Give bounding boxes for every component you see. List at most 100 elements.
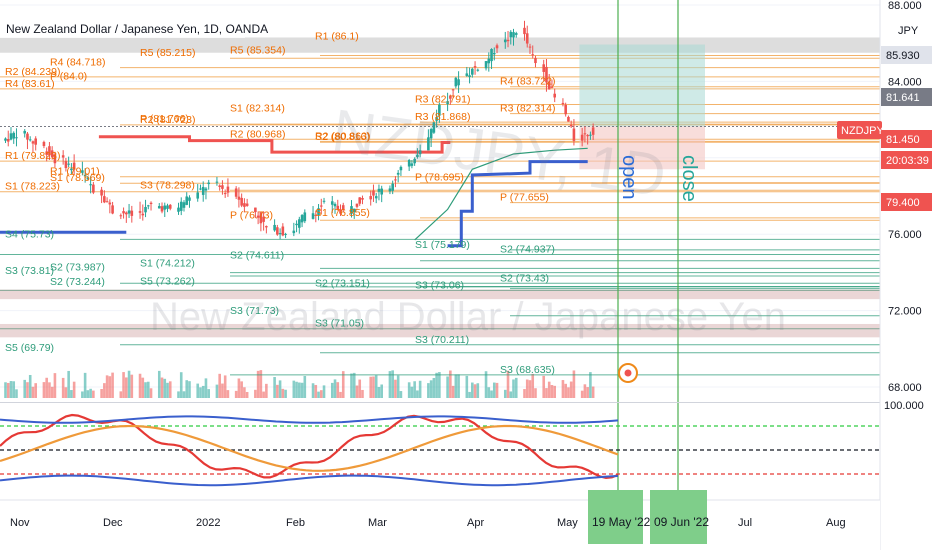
- alert-marker[interactable]: [618, 363, 638, 383]
- candle-body[interactable]: [26, 133, 29, 140]
- candle-body[interactable]: [495, 45, 499, 49]
- candle-body[interactable]: [218, 185, 221, 187]
- candle-body[interactable]: [490, 49, 493, 62]
- candle-body[interactable]: [525, 33, 529, 44]
- candle-body[interactable]: [185, 196, 189, 205]
- candle-body[interactable]: [226, 186, 230, 193]
- candle-body[interactable]: [473, 66, 477, 68]
- candle-body[interactable]: [122, 211, 125, 214]
- candles[interactable]: [4, 20, 595, 240]
- candle-body[interactable]: [237, 196, 241, 200]
- candle-body[interactable]: [542, 64, 546, 72]
- candle-body[interactable]: [388, 188, 392, 192]
- candle-body[interactable]: [330, 201, 334, 205]
- candle-body[interactable]: [589, 134, 592, 136]
- candle-body[interactable]: [259, 212, 263, 224]
- candle-body[interactable]: [399, 166, 403, 171]
- candle-body[interactable]: [317, 208, 320, 216]
- candle-body[interactable]: [298, 219, 301, 228]
- candle-body[interactable]: [278, 233, 282, 235]
- candle-body[interactable]: [391, 183, 394, 191]
- candle-body[interactable]: [125, 212, 128, 215]
- candle-body[interactable]: [394, 179, 397, 181]
- candle-body[interactable]: [284, 233, 287, 235]
- candle-body[interactable]: [86, 177, 90, 180]
- time-marker-close[interactable]: 09 Jun '22: [650, 490, 709, 544]
- candle-body[interactable]: [138, 211, 142, 213]
- candle-body[interactable]: [427, 137, 430, 151]
- candle-body[interactable]: [15, 137, 18, 139]
- candle-body[interactable]: [564, 104, 567, 115]
- candle-body[interactable]: [23, 130, 27, 134]
- candle-body[interactable]: [374, 196, 378, 199]
- candle-body[interactable]: [314, 214, 318, 216]
- candle-body[interactable]: [254, 207, 257, 213]
- candle-body[interactable]: [352, 208, 356, 213]
- candle-body[interactable]: [48, 146, 51, 156]
- candle-body[interactable]: [166, 205, 169, 209]
- candle-body[interactable]: [355, 203, 359, 207]
- position-profit-zone[interactable]: [579, 44, 705, 127]
- candle-body[interactable]: [281, 226, 285, 236]
- candle-body[interactable]: [262, 216, 265, 222]
- candle-body[interactable]: [341, 205, 345, 211]
- candle-body[interactable]: [506, 39, 510, 42]
- candle-body[interactable]: [333, 203, 337, 207]
- candle-body[interactable]: [369, 196, 373, 200]
- candle-body[interactable]: [410, 163, 414, 166]
- candle-body[interactable]: [561, 102, 565, 105]
- candle-body[interactable]: [207, 182, 210, 185]
- candle-body[interactable]: [234, 188, 238, 197]
- candle-body[interactable]: [6, 139, 10, 142]
- candle-body[interactable]: [61, 155, 65, 158]
- candle-body[interactable]: [243, 203, 246, 207]
- candle-body[interactable]: [545, 66, 548, 83]
- candle-body[interactable]: [534, 58, 537, 64]
- candle-body[interactable]: [429, 129, 433, 139]
- candle-body[interactable]: [416, 154, 419, 158]
- candle-body[interactable]: [476, 69, 480, 71]
- candle-body[interactable]: [89, 184, 92, 186]
- candle-body[interactable]: [336, 205, 340, 210]
- candle-body[interactable]: [119, 215, 123, 217]
- candle-body[interactable]: [245, 203, 249, 206]
- candle-body[interactable]: [28, 139, 32, 141]
- candle-body[interactable]: [100, 189, 103, 196]
- candle-body[interactable]: [240, 197, 243, 206]
- candle-body[interactable]: [471, 68, 474, 75]
- symbol-tag[interactable]: NZDJPY: [837, 121, 884, 139]
- candle-body[interactable]: [146, 205, 150, 207]
- candle-body[interactable]: [319, 205, 323, 207]
- candle-body[interactable]: [34, 138, 37, 145]
- candle-body[interactable]: [276, 227, 279, 235]
- candle-body[interactable]: [550, 86, 554, 88]
- candle-body[interactable]: [160, 206, 164, 212]
- candle-body[interactable]: [377, 188, 381, 192]
- candle-body[interactable]: [70, 168, 73, 171]
- candle-body[interactable]: [339, 209, 342, 214]
- candle-body[interactable]: [509, 31, 513, 38]
- candle-body[interactable]: [141, 213, 145, 216]
- candle-body[interactable]: [311, 213, 315, 219]
- open-annotation[interactable]: open: [618, 155, 640, 200]
- candle-body[interactable]: [223, 193, 227, 195]
- candle-body[interactable]: [168, 204, 172, 209]
- candle-body[interactable]: [361, 197, 364, 200]
- candle-body[interactable]: [528, 46, 532, 48]
- title-bar[interactable]: New Zealand Dollar / Japanese Yen, 1D, O…: [0, 20, 268, 38]
- close-annotation[interactable]: close: [678, 155, 700, 202]
- candle-body[interactable]: [108, 202, 112, 205]
- candle-body[interactable]: [72, 162, 76, 170]
- candle-body[interactable]: [182, 202, 186, 208]
- candle-body[interactable]: [586, 135, 589, 137]
- candle-body[interactable]: [547, 81, 551, 90]
- candle-body[interactable]: [265, 226, 268, 228]
- candle-body[interactable]: [484, 61, 488, 69]
- candle-body[interactable]: [179, 201, 183, 211]
- candle-body[interactable]: [380, 188, 383, 195]
- candle-body[interactable]: [446, 101, 449, 105]
- candle-body[interactable]: [83, 174, 87, 177]
- candle-body[interactable]: [67, 163, 70, 165]
- candle-body[interactable]: [163, 205, 167, 210]
- candle-body[interactable]: [12, 132, 16, 139]
